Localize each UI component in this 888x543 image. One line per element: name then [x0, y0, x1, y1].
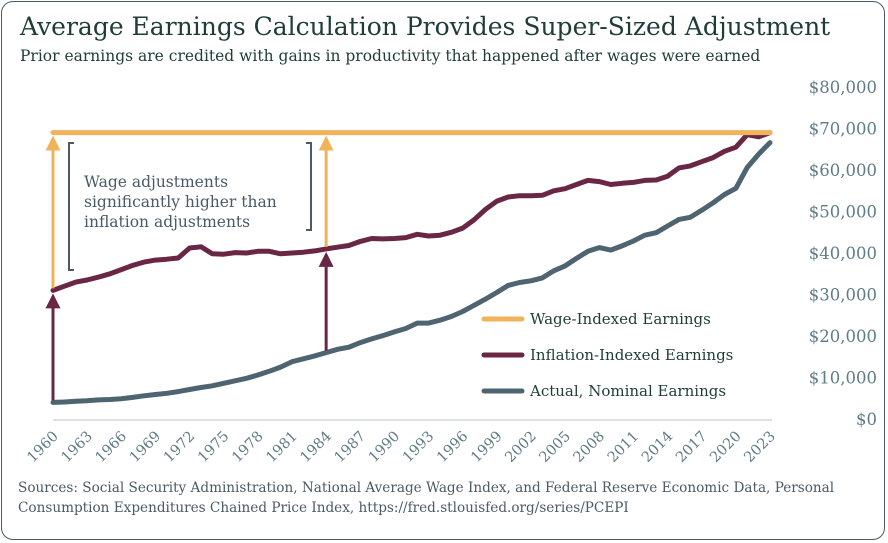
series-line-inflation — [50, 130, 773, 293]
wage-vs-inflation-annotation: Wage adjustments significantly higher th… — [68, 142, 312, 271]
series-layer — [50, 130, 773, 405]
x-tick-label: 1990 — [366, 429, 403, 466]
x-tick-label: 1987 — [332, 429, 369, 466]
y-tick-label: $40,000 — [809, 244, 877, 263]
y-tick-label: $20,000 — [809, 327, 877, 346]
y-tick-label: $60,000 — [809, 161, 877, 180]
series-line-nominal — [50, 140, 773, 405]
annotation-line-3: inflation adjustments — [84, 213, 250, 231]
x-tick-label: 2020 — [707, 429, 744, 466]
annotation-line-2: significantly higher than — [84, 193, 277, 211]
y-axis: $0 $10,000 $20,000 $30,000 $40,000 $50,000 $60… — [809, 78, 877, 429]
annotation-bracket-right — [306, 142, 312, 231]
x-tick-label: 2023 — [741, 429, 778, 466]
x-tick-label: 2011 — [605, 429, 642, 466]
x-tick-label: 1975 — [195, 429, 232, 466]
x-axis: 1960196319661969197219751978198119841987… — [24, 419, 779, 466]
chart-title: Average Earnings Calculation Provides Su… — [20, 12, 831, 41]
y-tick-label: $80,000 — [809, 78, 877, 97]
chart-subtitle: Prior earnings are credited with gains i… — [20, 47, 761, 65]
sources-note: Sources: Social Security Administration,… — [18, 480, 835, 516]
x-tick-label: 1999 — [468, 429, 505, 466]
annotation-line-1: Wage adjustments — [84, 173, 228, 191]
x-tick-label: 1960 — [24, 429, 61, 466]
x-tick-label: 1969 — [127, 429, 164, 466]
y-tick-label: $50,000 — [809, 203, 877, 222]
x-tick-label: 2017 — [673, 429, 710, 466]
y-tick-label: $0 — [856, 410, 877, 429]
x-tick-label: 2008 — [571, 429, 608, 466]
x-tick-label: 2005 — [537, 429, 574, 466]
x-tick-label: 1978 — [229, 429, 266, 466]
x-tick-label: 2002 — [502, 429, 539, 466]
legend-label-nominal: Actual, Nominal Earnings — [529, 382, 726, 400]
x-tick-label: 1972 — [161, 429, 198, 466]
x-tick-label: 1963 — [59, 429, 96, 466]
x-tick-label: 1981 — [263, 429, 300, 466]
x-tick-label: 1996 — [434, 429, 471, 466]
x-tick-label: 1984 — [298, 429, 335, 466]
legend: Wage-Indexed Earnings Inflation-Indexed E… — [481, 310, 733, 400]
y-tick-label: $30,000 — [809, 286, 877, 305]
x-tick-label: 1993 — [400, 429, 437, 466]
legend-label-inflation: Inflation-Indexed Earnings — [530, 346, 733, 364]
annotation-bracket-left — [68, 142, 74, 271]
legend-label-wage: Wage-Indexed Earnings — [530, 310, 711, 328]
y-tick-label: $70,000 — [809, 120, 877, 139]
arrow-layer — [45, 135, 334, 401]
x-tick-label: 1966 — [93, 429, 130, 466]
x-tick-label: 2014 — [639, 429, 676, 466]
y-tick-label: $10,000 — [809, 369, 877, 388]
